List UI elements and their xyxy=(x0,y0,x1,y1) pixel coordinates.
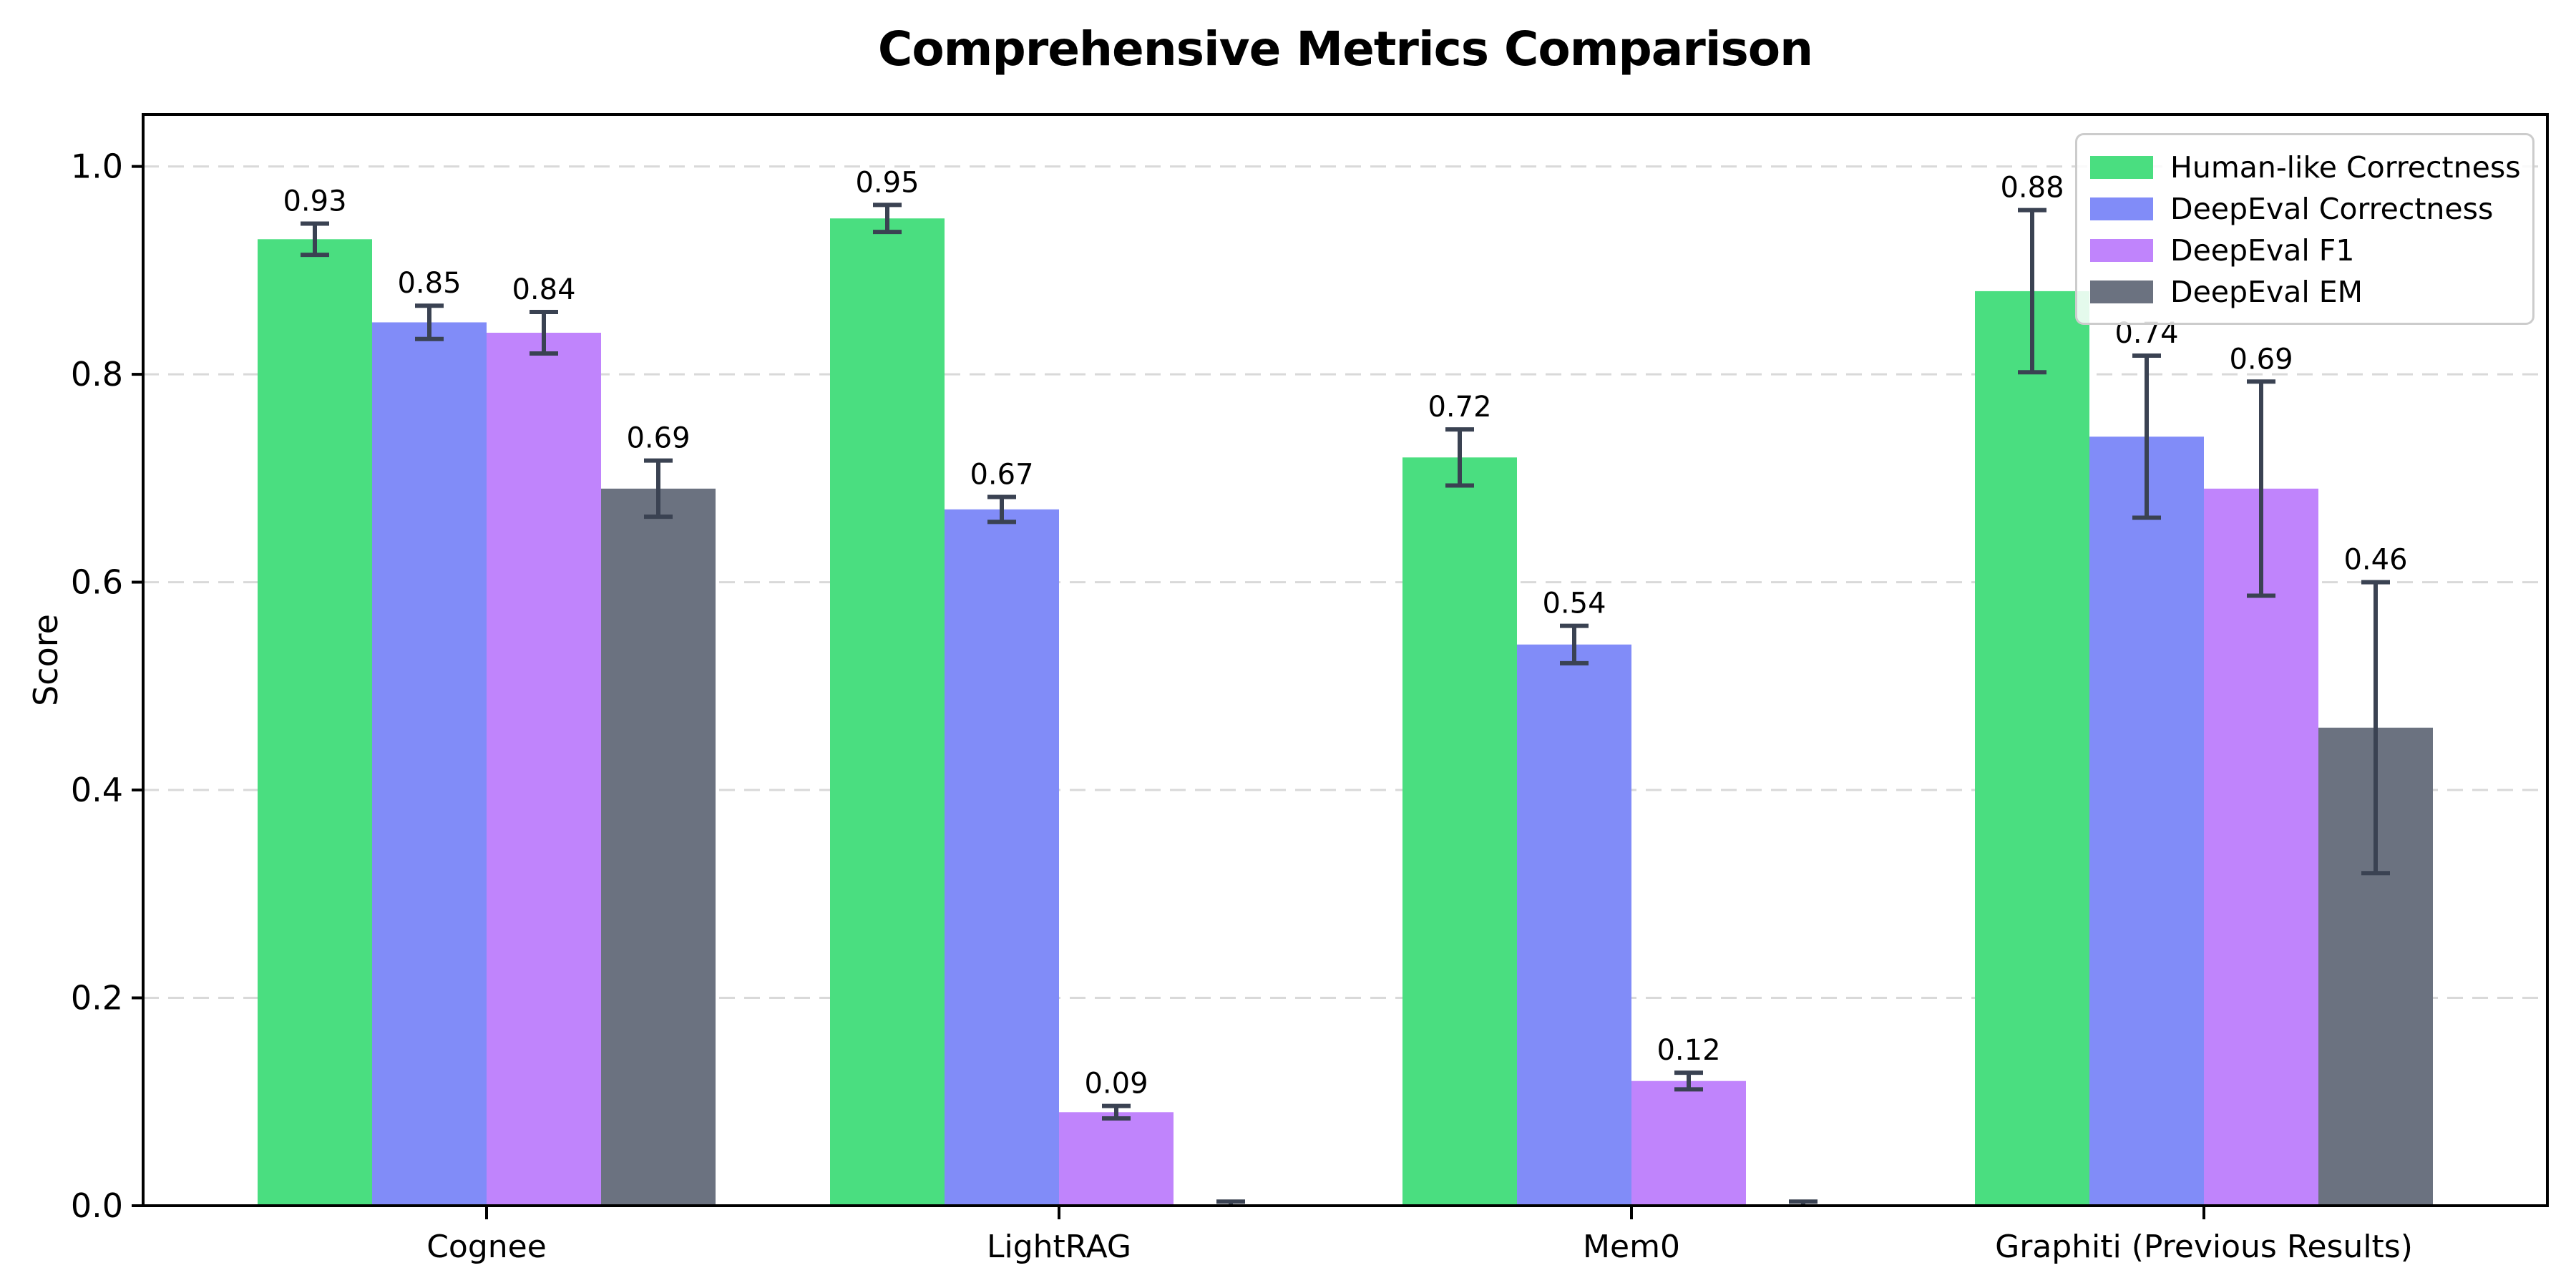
bar xyxy=(2204,488,2318,1206)
y-tick-label: 0.4 xyxy=(71,771,123,809)
value-label: 0.88 xyxy=(2000,172,2064,205)
bar xyxy=(1059,1112,1174,1206)
y-tick-label: 0.6 xyxy=(71,563,123,602)
legend-item: DeepEval EM xyxy=(2090,271,2522,313)
y-tick-label: 0.0 xyxy=(71,1186,123,1225)
bar xyxy=(1517,644,1631,1206)
value-label: 0.69 xyxy=(2229,343,2293,376)
y-axis-label: Score xyxy=(26,614,65,706)
y-tick-label: 0.2 xyxy=(71,979,123,1018)
y-tick-label: 1.0 xyxy=(71,147,123,186)
bar xyxy=(487,333,601,1206)
legend-item: Human-like Correctness xyxy=(2090,147,2522,188)
value-label: 0.09 xyxy=(1084,1068,1148,1101)
value-label: 0.85 xyxy=(397,267,461,300)
bar xyxy=(830,218,945,1206)
bar xyxy=(1402,457,1517,1206)
legend-label: DeepEval F1 xyxy=(2170,233,2355,268)
value-label: 0.84 xyxy=(512,273,575,306)
value-label: 0.95 xyxy=(855,166,919,199)
legend-label: Human-like Correctness xyxy=(2170,150,2521,185)
legend-swatch xyxy=(2090,239,2153,262)
legend-swatch xyxy=(2090,197,2153,220)
bar xyxy=(1631,1080,1746,1206)
value-label: 0.12 xyxy=(1657,1034,1720,1067)
x-tick-label: Graphiti (Previous Results) xyxy=(1995,1229,2413,1265)
bar xyxy=(601,488,716,1206)
legend-label: DeepEval EM xyxy=(2170,275,2363,309)
legend-item: DeepEval F1 xyxy=(2090,230,2522,271)
bar xyxy=(2089,436,2204,1206)
legend-swatch xyxy=(2090,156,2153,179)
value-label: 0.93 xyxy=(283,185,346,218)
bar xyxy=(1975,291,2089,1206)
legend-item: DeepEval Correctness xyxy=(2090,188,2522,230)
value-label: 0.69 xyxy=(626,422,690,455)
legend-swatch xyxy=(2090,280,2153,303)
legend-label: DeepEval Correctness xyxy=(2170,192,2494,226)
bar xyxy=(258,239,372,1206)
value-label: 0.67 xyxy=(970,458,1033,491)
value-label: 0.54 xyxy=(1542,587,1606,620)
x-tick-label: Cognee xyxy=(426,1229,547,1265)
x-tick-label: LightRAG xyxy=(987,1229,1131,1265)
bar xyxy=(372,322,487,1206)
chart-title: Comprehensive Metrics Comparison xyxy=(877,21,1813,77)
legend: Human-like Correctness DeepEval Correctne… xyxy=(2075,133,2534,325)
value-label: 0.72 xyxy=(1428,391,1491,424)
y-tick-label: 0.8 xyxy=(71,355,123,394)
axis-spine xyxy=(142,113,2549,1207)
value-label: 0.46 xyxy=(2343,544,2407,577)
bar xyxy=(945,509,1059,1206)
x-tick-label: Mem0 xyxy=(1583,1229,1680,1265)
